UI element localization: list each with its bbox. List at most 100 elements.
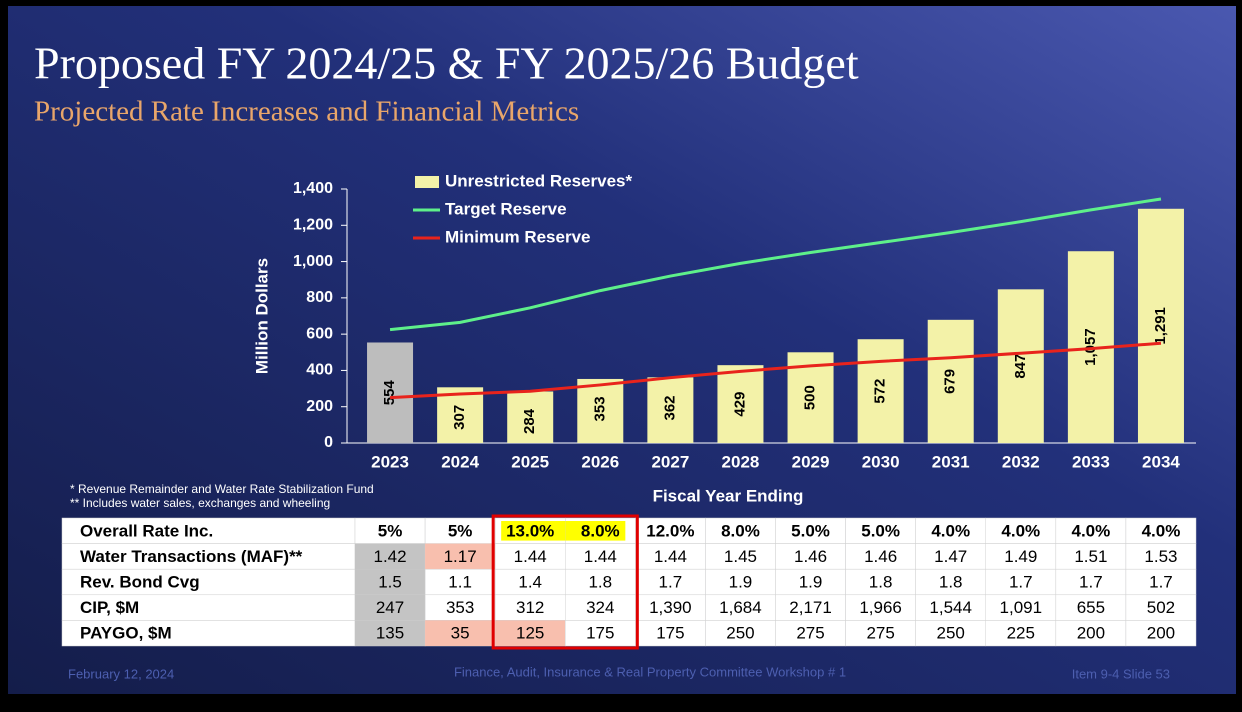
table-text: 135 bbox=[376, 624, 404, 643]
table-text: 200 bbox=[1147, 624, 1175, 643]
y-tick-label: 200 bbox=[306, 398, 333, 415]
cell-highlight bbox=[355, 620, 426, 646]
table-text: 1.44 bbox=[514, 547, 547, 566]
table-cell bbox=[1055, 517, 1127, 544]
table-text: 4.0% bbox=[1072, 521, 1111, 540]
x-tick-label: 2027 bbox=[651, 452, 689, 471]
table-cell bbox=[565, 543, 636, 570]
cell-highlight bbox=[425, 543, 496, 570]
table-text: 2,171 bbox=[789, 598, 832, 617]
bar bbox=[647, 377, 694, 443]
x-tick-label: 2034 bbox=[1142, 452, 1180, 471]
table-text: 250 bbox=[937, 624, 965, 643]
table-text: 225 bbox=[1007, 624, 1035, 643]
table-cell bbox=[61, 517, 356, 544]
table-text: CIP, $M bbox=[80, 598, 139, 617]
y-tick-label: 1,000 bbox=[293, 253, 333, 270]
bar-value-label: 1,291 bbox=[1152, 307, 1169, 345]
table-text: 5.0% bbox=[791, 521, 830, 540]
table-cell bbox=[985, 517, 1057, 544]
table-text: 1.8 bbox=[588, 572, 612, 591]
table-text: 125 bbox=[516, 624, 544, 643]
table-text: 1.49 bbox=[1004, 547, 1037, 566]
table-text: 4.0% bbox=[1001, 521, 1040, 540]
table-text: 8.0% bbox=[581, 521, 620, 540]
table-cell bbox=[1055, 568, 1127, 596]
table-text: 1.51 bbox=[1074, 547, 1107, 566]
table-text: 1,966 bbox=[859, 598, 902, 617]
bar bbox=[857, 339, 904, 443]
table-cell bbox=[775, 543, 846, 570]
bar-value-label: 353 bbox=[591, 396, 608, 421]
table-text: 1.47 bbox=[934, 547, 967, 566]
line bbox=[389, 341, 1162, 400]
bar-value-label: 554 bbox=[381, 380, 398, 406]
x-tick-label: 2023 bbox=[371, 452, 409, 471]
table-cell bbox=[845, 517, 916, 544]
table-text: Rev. Bond Cvg bbox=[80, 572, 200, 591]
table-text: 655 bbox=[1077, 598, 1105, 617]
bar bbox=[507, 391, 554, 443]
table-text: 1.1 bbox=[448, 572, 472, 591]
table-text: 1,091 bbox=[1000, 598, 1043, 617]
table-text: 502 bbox=[1147, 598, 1175, 617]
table-text: Water Transactions (MAF)** bbox=[80, 547, 303, 566]
table-text: Overall Rate Inc. bbox=[80, 521, 213, 540]
table-cell bbox=[705, 620, 776, 647]
table-text: 275 bbox=[866, 624, 894, 643]
x-tick-label: 2032 bbox=[1002, 452, 1040, 471]
legend-label: Unrestricted Reserves* bbox=[445, 171, 632, 190]
bar-value-label: 847 bbox=[1012, 354, 1029, 379]
table-cell bbox=[845, 620, 916, 647]
bar bbox=[927, 319, 974, 443]
bar bbox=[1137, 208, 1184, 443]
table-text: 1.17 bbox=[444, 547, 477, 566]
table-text: 1.8 bbox=[939, 572, 963, 591]
bar bbox=[437, 387, 484, 443]
bar-value-label: 284 bbox=[521, 408, 538, 434]
table-text: 324 bbox=[586, 598, 614, 617]
table-cell bbox=[915, 620, 987, 647]
table-text: 4.0% bbox=[931, 521, 970, 540]
table-text: 5.0% bbox=[861, 521, 900, 540]
table-cell bbox=[61, 620, 356, 647]
bar-value-label: 572 bbox=[872, 379, 889, 404]
table-text: 247 bbox=[376, 598, 404, 617]
table-text: 1,684 bbox=[719, 598, 762, 617]
table-text: 1.7 bbox=[1079, 572, 1103, 591]
bar bbox=[367, 342, 414, 443]
table-cell bbox=[61, 568, 356, 596]
table-text: 175 bbox=[586, 624, 614, 643]
table-text: 250 bbox=[726, 624, 754, 643]
bar-value-label: 307 bbox=[451, 405, 468, 430]
highlight-box bbox=[491, 514, 639, 650]
table-text: 1.4 bbox=[518, 572, 542, 591]
table-text: 1,544 bbox=[929, 598, 972, 617]
table-cell bbox=[1125, 543, 1197, 570]
note: * Revenue Remainder and Water Rate Stabi… bbox=[70, 482, 374, 496]
table-text: 1.46 bbox=[794, 547, 827, 566]
table-cell bbox=[1125, 568, 1197, 596]
y-tick-label: 600 bbox=[306, 325, 333, 342]
y-tick-label: 1,200 bbox=[293, 217, 333, 234]
table-text: 1.5 bbox=[378, 572, 402, 591]
table-cell bbox=[915, 568, 987, 596]
cell-highlight bbox=[355, 569, 426, 595]
legend-label: Minimum Reserve bbox=[445, 227, 591, 246]
footer-committee: Finance, Audit, Insurance & Real Propert… bbox=[454, 664, 846, 679]
table-text: 1.7 bbox=[659, 572, 683, 591]
title: Proposed FY 2024/25 & FY 2025/26 Budget bbox=[34, 38, 859, 89]
table-text: PAYGO, $M bbox=[80, 624, 172, 643]
table-text: 1.7 bbox=[1009, 572, 1033, 591]
bar bbox=[577, 378, 624, 443]
legend-label: Target Reserve bbox=[445, 199, 567, 218]
table-text: 275 bbox=[796, 624, 824, 643]
table-text: 4.0% bbox=[1142, 521, 1181, 540]
table-cell bbox=[845, 568, 916, 596]
table-cell bbox=[354, 517, 426, 544]
table-cell bbox=[775, 620, 846, 647]
x-tick-label: 2031 bbox=[932, 452, 970, 471]
x-tick-label: 2026 bbox=[581, 452, 619, 471]
cell-highlight bbox=[355, 543, 426, 570]
